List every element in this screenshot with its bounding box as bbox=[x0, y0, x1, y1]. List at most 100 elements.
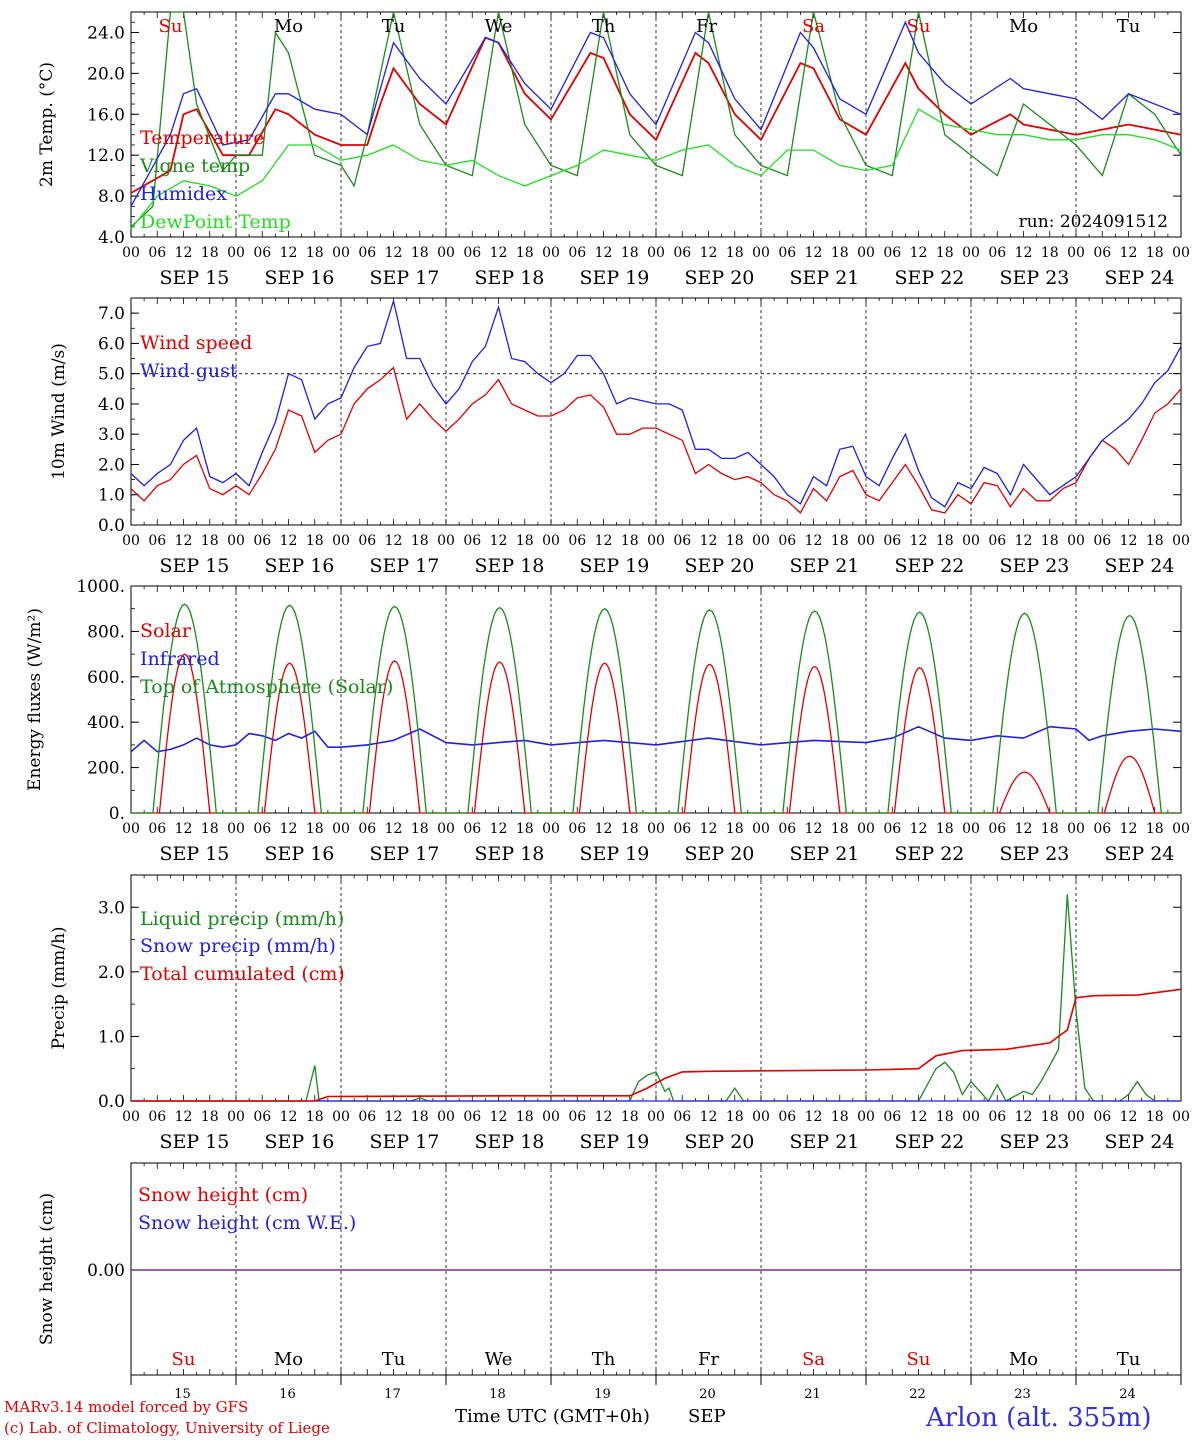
hour-tick-label: 06 bbox=[463, 245, 481, 261]
hour-tick-label: 00 bbox=[437, 533, 455, 549]
panel-3: 0. 200. 400. 600. 800. 1000. Energy fluxes (W/… bbox=[25, 577, 1190, 865]
hour-tick-label: 12 bbox=[385, 245, 403, 261]
hour-tick-label: 18 bbox=[306, 245, 324, 261]
hour-tick-label: 00 bbox=[1067, 1109, 1085, 1125]
legend-entry: Temperature bbox=[140, 127, 264, 149]
date-label: SEP 20 bbox=[685, 1131, 755, 1153]
date-label: SEP 22 bbox=[895, 843, 965, 865]
hour-tick-label: 00 bbox=[752, 533, 770, 549]
day-number-label: 17 bbox=[384, 1387, 401, 1402]
hour-tick-label: 18 bbox=[831, 1109, 849, 1125]
hour-tick-label: 18 bbox=[411, 533, 429, 549]
weekday-label: Su bbox=[172, 1349, 196, 1370]
y-tick-label: 5.0 bbox=[98, 365, 125, 385]
date-label: SEP 19 bbox=[580, 843, 650, 865]
hour-tick-label: 18 bbox=[306, 821, 324, 837]
date-label: SEP 24 bbox=[1105, 1131, 1175, 1153]
hour-tick-label: 06 bbox=[883, 245, 901, 261]
legend-entry: Wind gust bbox=[140, 360, 238, 382]
hour-tick-label: 06 bbox=[358, 245, 376, 261]
hour-tick-label: 12 bbox=[175, 1109, 193, 1125]
y-tick-label: 4.0 bbox=[98, 395, 125, 415]
legend-entry: Top of Atmosphere (Solar) bbox=[140, 676, 393, 698]
hour-tick-label: 18 bbox=[411, 245, 429, 261]
series-line-humidex bbox=[130, 20, 1182, 207]
hour-tick-label: 18 bbox=[831, 821, 849, 837]
day-number-label: 24 bbox=[1119, 1387, 1136, 1402]
date-label: SEP 18 bbox=[475, 1131, 545, 1153]
hour-tick-label: 06 bbox=[778, 533, 796, 549]
legend-entry: Wind speed bbox=[140, 332, 252, 354]
y-tick-label: 800. bbox=[87, 622, 125, 642]
day-number-label: 16 bbox=[279, 1387, 296, 1402]
hour-tick-label: 18 bbox=[1146, 533, 1164, 549]
hour-tick-label: 00 bbox=[752, 245, 770, 261]
legend-entry: DewPoint Temp bbox=[140, 211, 291, 233]
legend-entry: Humidex bbox=[140, 183, 227, 205]
y-tick-label: 0.0 bbox=[98, 516, 125, 536]
hour-tick-label: 12 bbox=[700, 533, 718, 549]
hour-tick-label: 12 bbox=[910, 533, 928, 549]
panel-2: 0.0 1.0 2.0 3.0 4.0 5.0 6.0 7.0 10m Wind (m/s) Wi… bbox=[49, 297, 1190, 577]
hour-tick-label: 12 bbox=[490, 533, 508, 549]
station-name: Arlon (alt. 355m) bbox=[926, 1403, 1152, 1433]
y-tick-label: 200. bbox=[87, 759, 125, 779]
hour-tick-label: 18 bbox=[621, 533, 639, 549]
hour-tick-label: 12 bbox=[595, 533, 613, 549]
hour-tick-label: 06 bbox=[358, 821, 376, 837]
date-label: SEP 18 bbox=[475, 843, 545, 865]
hour-tick-label: 06 bbox=[253, 245, 271, 261]
hour-tick-label: 00 bbox=[542, 245, 560, 261]
weekday-label: Fr bbox=[698, 1349, 719, 1370]
legend-entry: Liquid precip (mm/h) bbox=[140, 908, 344, 930]
date-label: SEP 23 bbox=[1000, 1131, 1070, 1153]
hour-tick-label: 18 bbox=[1041, 1109, 1059, 1125]
hour-tick-label: 18 bbox=[831, 245, 849, 261]
weekday-label: Su bbox=[907, 16, 931, 37]
hour-tick-label: 18 bbox=[726, 1109, 744, 1125]
hour-tick-label: 00 bbox=[857, 821, 875, 837]
hour-tick-label: 18 bbox=[516, 821, 534, 837]
y-tick-label: 2.0 bbox=[98, 455, 125, 475]
y-tick-label: 1.0 bbox=[98, 486, 125, 506]
date-label: SEP 24 bbox=[1105, 555, 1175, 577]
date-label: SEP 24 bbox=[1105, 843, 1175, 865]
hour-tick-label: 06 bbox=[463, 533, 481, 549]
y-tick-label: 1000. bbox=[76, 577, 125, 597]
weekday-label: Fr bbox=[696, 16, 717, 37]
y-tick-label: 8.0 bbox=[98, 187, 125, 207]
date-label: SEP 22 bbox=[895, 555, 965, 577]
hour-tick-label: 06 bbox=[148, 821, 166, 837]
hour-tick-label: 00 bbox=[1172, 821, 1190, 837]
date-label: SEP 22 bbox=[895, 267, 965, 289]
series-line-temperature bbox=[130, 36, 1182, 194]
hour-tick-label: 12 bbox=[280, 245, 298, 261]
date-label: SEP 22 bbox=[895, 1131, 965, 1153]
hour-tick-label: 00 bbox=[1067, 821, 1085, 837]
hour-tick-label: 12 bbox=[280, 533, 298, 549]
date-label: SEP 16 bbox=[265, 1131, 335, 1153]
hour-tick-label: 18 bbox=[1041, 533, 1059, 549]
y-tick-label: 6.0 bbox=[98, 334, 125, 354]
y-tick-label: 12.0 bbox=[87, 146, 125, 166]
hour-tick-label: 12 bbox=[175, 245, 193, 261]
hour-tick-label: 12 bbox=[175, 821, 193, 837]
hour-tick-label: 12 bbox=[700, 821, 718, 837]
date-label: SEP 20 bbox=[685, 555, 755, 577]
date-label: SEP 16 bbox=[265, 555, 335, 577]
day-number-label: 18 bbox=[489, 1387, 506, 1402]
hour-tick-label: 12 bbox=[805, 533, 823, 549]
legend-entry: Snow precip (mm/h) bbox=[140, 935, 336, 957]
hour-tick-label: 12 bbox=[385, 1109, 403, 1125]
hour-tick-label: 00 bbox=[752, 1109, 770, 1125]
date-label: SEP 23 bbox=[1000, 843, 1070, 865]
weekday-label: Tu bbox=[1117, 16, 1141, 37]
hour-tick-label: 00 bbox=[542, 1109, 560, 1125]
date-label: SEP 17 bbox=[370, 555, 440, 577]
date-label: SEP 17 bbox=[370, 267, 440, 289]
hour-tick-label: 18 bbox=[936, 245, 954, 261]
hour-tick-label: 06 bbox=[883, 533, 901, 549]
y-tick-label: 1.0 bbox=[98, 1027, 125, 1047]
date-label: SEP 20 bbox=[685, 267, 755, 289]
